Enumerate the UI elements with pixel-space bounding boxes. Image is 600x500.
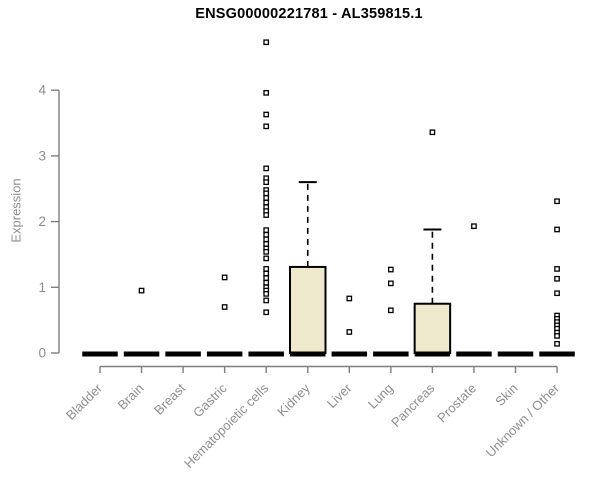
outlier-point <box>263 123 270 130</box>
outlier-point <box>554 333 560 339</box>
outlier-point <box>263 291 270 297</box>
outlier-point <box>429 129 436 136</box>
x-category-label: Kidney <box>274 380 313 419</box>
x-category-label: Skin <box>492 381 520 409</box>
x-category-label: Breast <box>151 380 188 417</box>
outlier-point <box>554 290 560 297</box>
outlier-point <box>387 307 394 314</box>
outlier-point <box>221 274 228 281</box>
outlier-point <box>263 179 270 186</box>
x-category-label: Brain <box>115 381 147 413</box>
outlier-point <box>554 266 560 272</box>
outlier-point <box>263 309 270 316</box>
outlier-point <box>387 280 394 287</box>
outlier-point <box>263 39 270 46</box>
outlier-point <box>263 236 270 243</box>
outlier-point <box>263 227 270 233</box>
y-tick-label: 2 <box>38 214 46 229</box>
x-category-label: Prostate <box>434 381 479 426</box>
outlier-point <box>554 275 560 282</box>
outlier-point <box>263 231 270 238</box>
outlier-point <box>263 199 270 206</box>
x-category-label: Liver <box>324 380 355 411</box>
chart-title: ENSG00000221781 - AL359815.1 <box>195 6 423 22</box>
y-tick-label: 0 <box>38 346 46 361</box>
box <box>413 302 452 355</box>
outlier-point <box>346 295 353 302</box>
outlier-point <box>263 212 270 218</box>
outlier-point <box>554 226 560 233</box>
outlier-point <box>554 198 560 205</box>
outlier-point <box>554 340 560 347</box>
y-tick-label: 3 <box>38 148 46 163</box>
outlier-point <box>138 287 145 294</box>
outlier-point <box>263 111 270 118</box>
outlier-point <box>263 275 270 281</box>
y-tick-label: 1 <box>38 280 46 295</box>
outlier-point <box>263 190 270 197</box>
outlier-point <box>263 270 270 277</box>
outlier-point <box>263 165 270 172</box>
outlier-point <box>471 223 477 230</box>
x-category-label: Gastric <box>190 380 230 420</box>
x-category-label: Unknown / Other <box>483 380 563 460</box>
outlier-point <box>263 266 270 272</box>
outlier-point <box>346 329 353 335</box>
x-category-label: Pancreas <box>388 380 438 430</box>
box <box>289 265 327 355</box>
outlier-point <box>263 248 270 255</box>
outlier-point <box>221 304 228 310</box>
outlier-point <box>387 266 394 273</box>
x-category-label: Bladder <box>63 380 106 423</box>
y-tick-label: 4 <box>38 83 46 98</box>
outlier-point <box>263 241 270 247</box>
outlier-point <box>263 195 270 201</box>
outlier-point <box>263 255 270 262</box>
outlier-point <box>263 297 270 304</box>
outlier-point <box>263 89 270 96</box>
outlier-point <box>263 279 270 286</box>
x-category-label: Lung <box>365 381 396 412</box>
